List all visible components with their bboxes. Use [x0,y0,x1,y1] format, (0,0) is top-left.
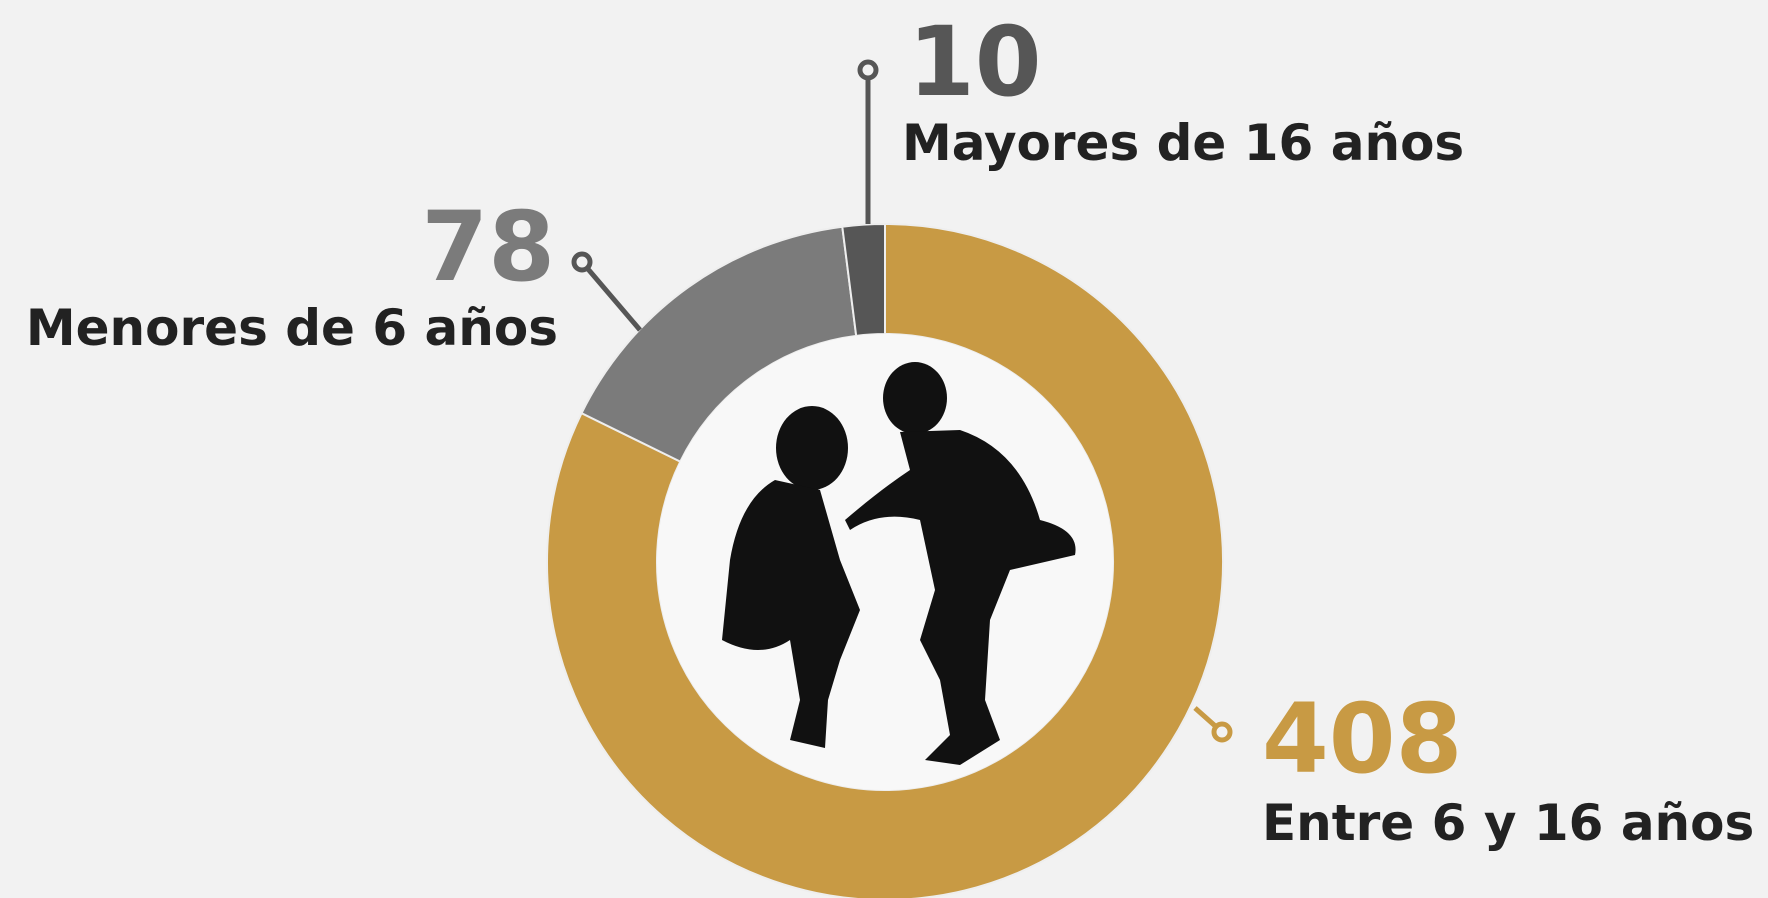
category-label: Menores de 6 años [26,299,558,357]
value-label: 10 [908,6,1042,118]
leader-dot [1211,721,1233,743]
value-label: 408 [1262,683,1462,795]
category-label: Entre 6 y 16 años [1262,794,1754,852]
value-label: 78 [421,191,555,303]
girl-head [776,406,848,490]
leader-dot [857,59,879,81]
donut [546,222,1224,898]
category-label: Mayores de 16 años [902,114,1464,172]
leader-dot [571,251,593,273]
boy-head [883,362,947,434]
girl-body [722,480,860,748]
donut-hole [657,334,1113,790]
children-silhouette [722,362,1076,765]
boy-body [845,430,1076,765]
leader-line [580,260,642,332]
